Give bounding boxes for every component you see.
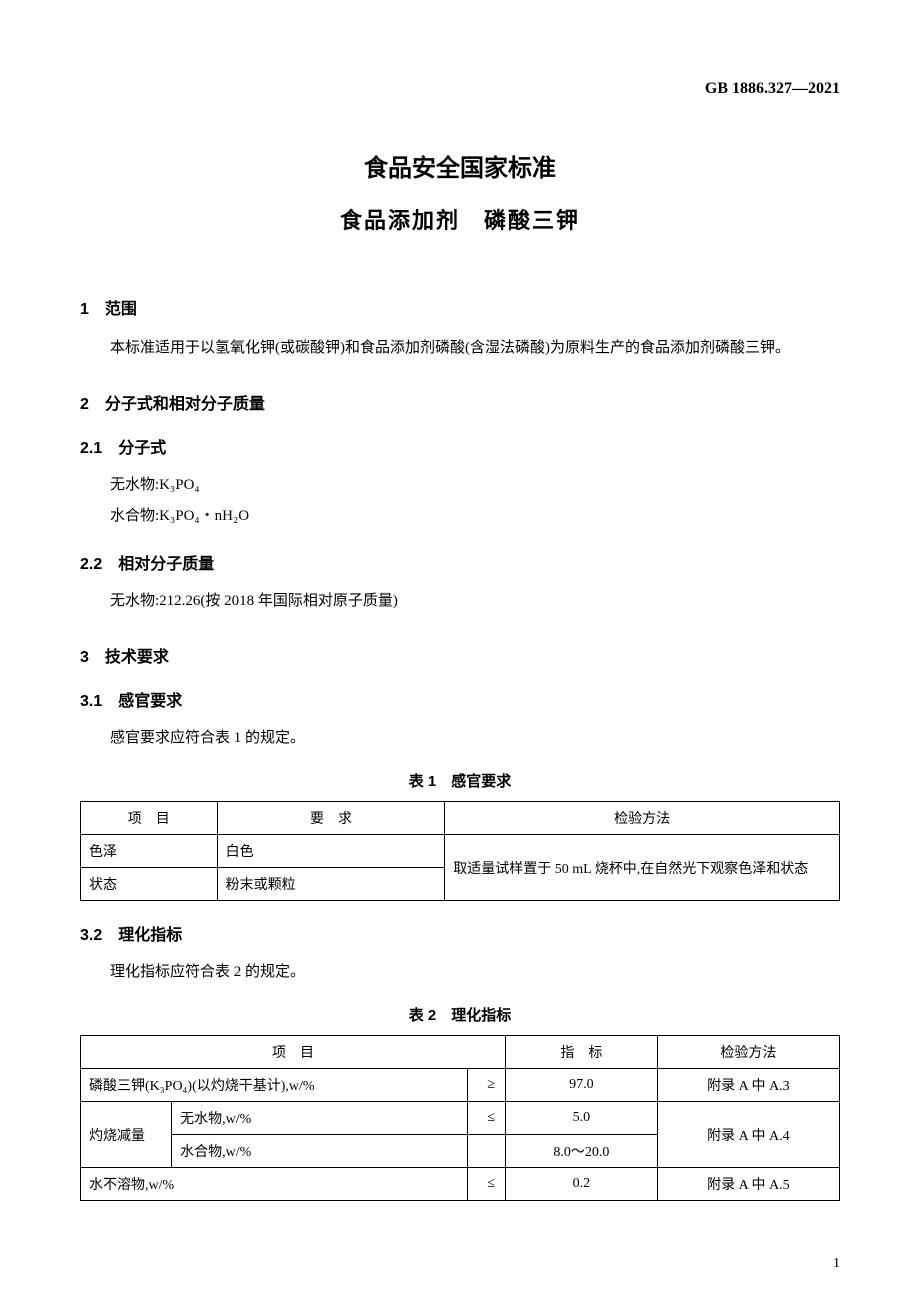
section-2-1-heading: 2.1 分子式 <box>80 434 840 458</box>
table2-r1-val: 97.0 <box>506 1069 658 1102</box>
table2-r1-op: ≥ <box>468 1069 506 1102</box>
table1-h2: 要 求 <box>217 802 445 835</box>
table2-r1-label: 磷酸三钾(K₃PO₄)(以灼烧干基计),w/% <box>81 1069 468 1102</box>
section-2-heading: 2 分子式和相对分子质量 <box>80 390 840 414</box>
section-3-heading: 3 技术要求 <box>80 643 840 667</box>
table2-h2: 指 标 <box>506 1036 658 1069</box>
table2-r3-op: ≤ <box>468 1168 506 1201</box>
table2-r2a-val: 5.0 <box>506 1102 658 1135</box>
section-3-2-heading: 3.2 理化指标 <box>80 921 840 945</box>
table1-method: 取适量试样置于 50 mL 烧杯中,在自然光下观察色泽和状态 <box>445 835 840 901</box>
standard-code: GB 1886.327—2021 <box>80 80 840 98</box>
table2-caption: 表 2 理化指标 <box>80 1004 840 1025</box>
section-1-heading: 1 范围 <box>80 295 840 319</box>
title-main: 食品安全国家标准 <box>80 148 840 183</box>
page-number: 1 <box>833 1256 840 1272</box>
table2-r2a-label: 无水物,w/% <box>172 1102 468 1135</box>
section-3-1-heading: 3.1 感官要求 <box>80 687 840 711</box>
table2-r2-group: 灼烧减量 <box>81 1102 172 1168</box>
molecular-mass: 无水物:212.26(按 2018 年国际相对原子质量) <box>110 588 840 615</box>
table1: 项 目 要 求 检验方法 色泽 白色 取适量试样置于 50 mL 烧杯中,在自然… <box>80 801 840 901</box>
formula-anhydrous: 无水物:K₃PO₄ <box>110 472 840 499</box>
table1-h1: 项 目 <box>81 802 218 835</box>
table1-r1c1: 色泽 <box>81 835 218 868</box>
table2-r3-method: 附录 A 中 A.5 <box>657 1168 839 1201</box>
table1-r2c2: 粉末或颗粒 <box>217 868 445 901</box>
section-2-2-heading: 2.2 相对分子质量 <box>80 550 840 574</box>
table1-r1c2: 白色 <box>217 835 445 868</box>
section-3-2-body: 理化指标应符合表 2 的规定。 <box>80 959 840 986</box>
section-3-1-body: 感官要求应符合表 1 的规定。 <box>80 725 840 752</box>
title-sub: 食品添加剂 磷酸三钾 <box>80 203 840 235</box>
table1-caption: 表 1 感官要求 <box>80 770 840 791</box>
table2-h1: 项 目 <box>81 1036 506 1069</box>
table1-r2c1: 状态 <box>81 868 218 901</box>
table2-r2-method: 附录 A 中 A.4 <box>657 1102 839 1168</box>
table2: 项 目 指 标 检验方法 磷酸三钾(K₃PO₄)(以灼烧干基计),w/% ≥ 9… <box>80 1035 840 1201</box>
section-1-body: 本标准适用于以氢氧化钾(或碳酸钾)和食品添加剂磷酸(含湿法磷酸)为原料生产的食品… <box>80 335 840 362</box>
table2-r2b-label: 水合物,w/% <box>172 1135 468 1168</box>
table1-h3: 检验方法 <box>445 802 840 835</box>
formula-hydrate: 水合物:K₃PO₄・nH₂O <box>110 503 840 530</box>
table2-r1-method: 附录 A 中 A.3 <box>657 1069 839 1102</box>
table2-r3-label: 水不溶物,w/% <box>81 1168 468 1201</box>
table2-r3-val: 0.2 <box>506 1168 658 1201</box>
table2-r2b-op <box>468 1135 506 1168</box>
table2-h3: 检验方法 <box>657 1036 839 1069</box>
table2-r2b-val: 8.0～20.0 <box>506 1135 658 1168</box>
table2-r2a-op: ≤ <box>468 1102 506 1135</box>
